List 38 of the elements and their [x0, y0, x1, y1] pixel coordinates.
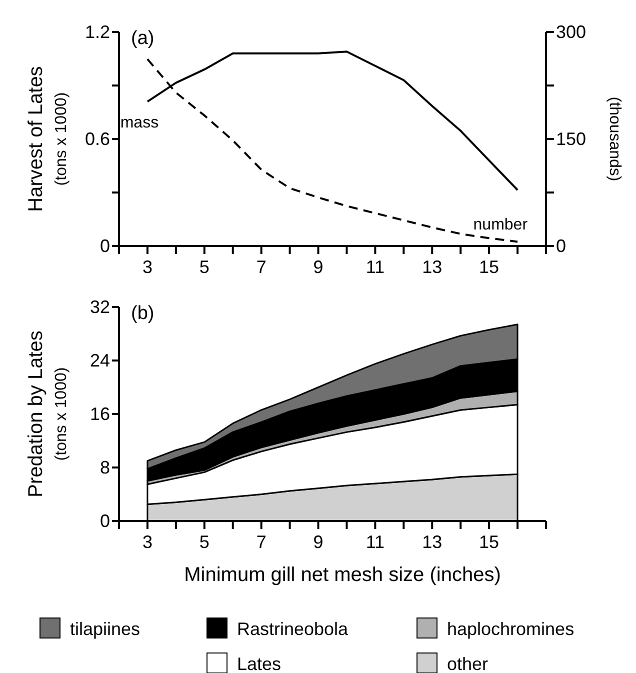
x-tick-label: 3 — [142, 257, 152, 277]
legend-label: Lates — [237, 654, 282, 673]
x-tick-label: 13 — [422, 532, 442, 552]
y2-tick-label: 150 — [556, 129, 586, 149]
x-tick-label: 5 — [199, 532, 210, 552]
x-tick-label: 15 — [479, 532, 500, 552]
chart-title: (a) — [131, 28, 154, 49]
y2-axis-title: (thousands) — [606, 96, 623, 182]
y-tick-label: 16 — [90, 404, 110, 424]
legend-label: other — [447, 654, 488, 673]
x-tick-label: 3 — [142, 532, 152, 552]
x-tick-label: 9 — [313, 257, 324, 277]
x-tick-label: 11 — [366, 257, 385, 277]
x-tick-label: 7 — [256, 532, 266, 552]
y-tick-label: 32 — [90, 297, 110, 317]
y2-tick-label: 0 — [556, 236, 566, 256]
y-tick-label: 0.6 — [84, 129, 110, 149]
y-tick-label: 0 — [100, 236, 110, 256]
x-tick-label: 5 — [199, 257, 210, 277]
y-axis-title: Harvest of Lates (tons x 1000) — [25, 66, 70, 212]
x-tick-label: 9 — [313, 532, 324, 552]
legend-label: Rastrineobola — [237, 619, 350, 639]
chart-title: (b) — [131, 303, 154, 324]
x-axis-title: Minimum gill net mesh size (inches) — [184, 564, 501, 586]
series-label: mass — [120, 114, 159, 132]
x-tick-label: 15 — [479, 257, 500, 277]
legend-label: tilapiines — [70, 619, 140, 639]
x-tick-label: 13 — [422, 257, 442, 277]
y-tick-label: 1.2 — [84, 22, 110, 42]
y2-tick-label: 300 — [556, 22, 586, 42]
y-tick-label: 24 — [90, 350, 110, 370]
x-tick-label: 11 — [366, 532, 385, 552]
y-tick-label: 0 — [100, 511, 110, 531]
y-axis-title: Predation by Lates (tons x 1000) — [25, 330, 70, 498]
y-tick-label: 8 — [100, 458, 110, 478]
series-label: number — [473, 216, 528, 234]
x-tick-label: 7 — [256, 257, 266, 277]
legend-label: haplochromines — [447, 619, 574, 639]
